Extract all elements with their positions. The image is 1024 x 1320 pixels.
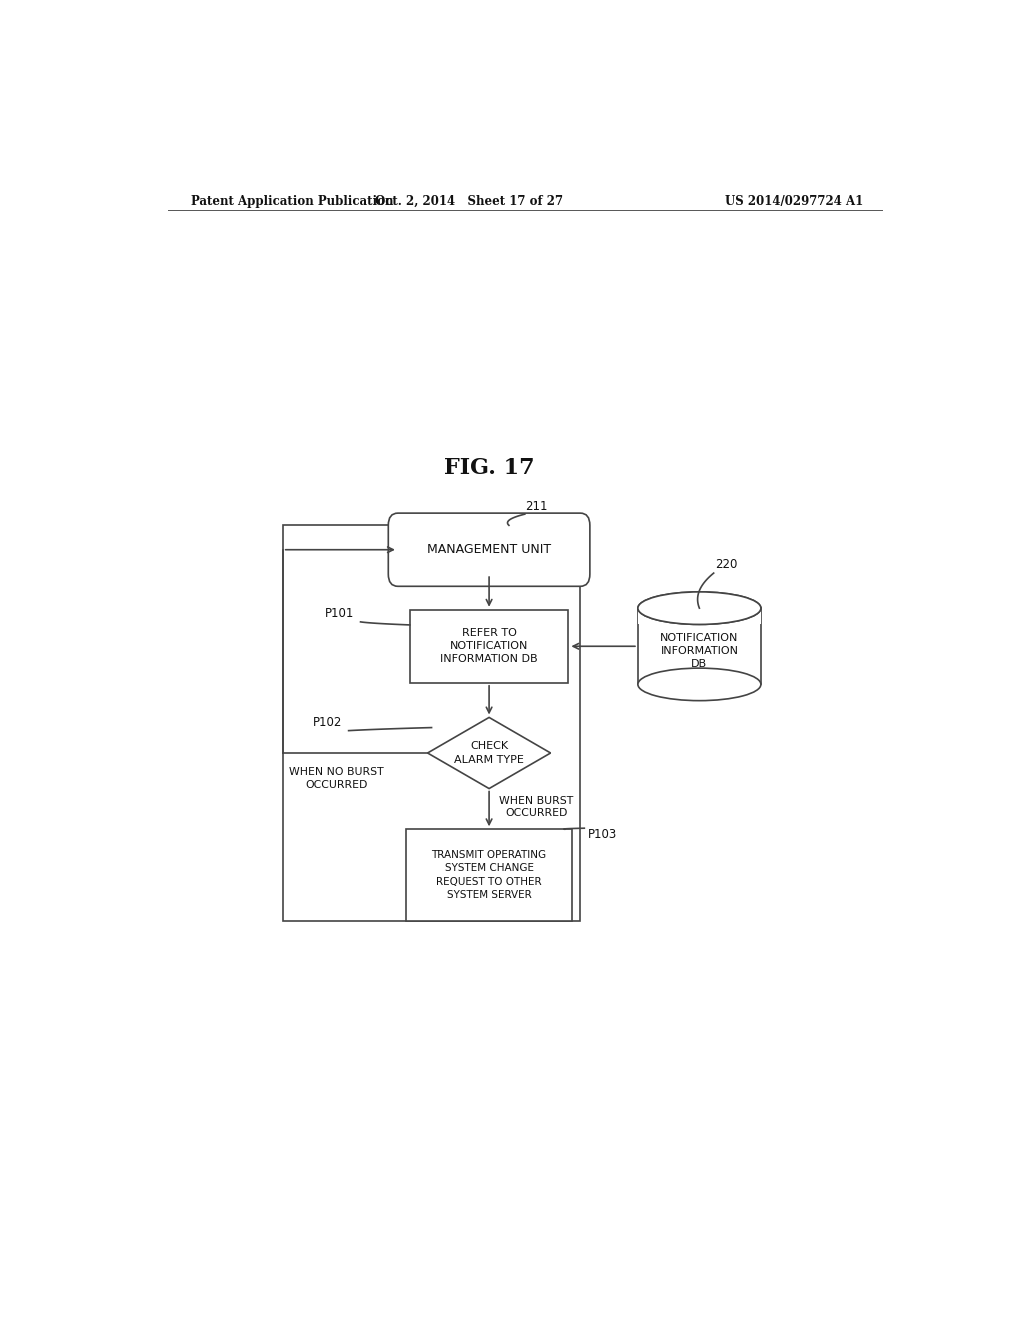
Text: MANAGEMENT UNIT: MANAGEMENT UNIT (427, 544, 551, 556)
Text: WHEN NO BURST
OCCURRED: WHEN NO BURST OCCURRED (289, 767, 384, 789)
Text: WHEN BURST
OCCURRED: WHEN BURST OCCURRED (500, 796, 573, 818)
Text: CHECK
ALARM TYPE: CHECK ALARM TYPE (455, 742, 524, 764)
FancyBboxPatch shape (388, 513, 590, 586)
Text: REFER TO
NOTIFICATION
INFORMATION DB: REFER TO NOTIFICATION INFORMATION DB (440, 628, 538, 664)
Text: P102: P102 (313, 715, 342, 729)
Text: 220: 220 (715, 558, 737, 572)
Bar (410, 610, 568, 682)
Text: 211: 211 (524, 499, 547, 512)
Ellipse shape (638, 591, 761, 624)
Text: US 2014/0297724 A1: US 2014/0297724 A1 (725, 194, 864, 207)
Text: P103: P103 (588, 828, 617, 841)
Text: Patent Application Publication: Patent Application Publication (191, 194, 394, 207)
Polygon shape (428, 718, 551, 788)
Text: NOTIFICATION
INFORMATION
DB: NOTIFICATION INFORMATION DB (660, 634, 738, 669)
Text: P101: P101 (325, 607, 354, 620)
Text: FIG. 17: FIG. 17 (443, 458, 535, 479)
Bar (283, 525, 581, 921)
Text: Oct. 2, 2014   Sheet 17 of 27: Oct. 2, 2014 Sheet 17 of 27 (375, 194, 563, 207)
Ellipse shape (638, 591, 761, 624)
Bar (406, 829, 572, 921)
Bar (638, 591, 761, 624)
Text: TRANSMIT OPERATING
SYSTEM CHANGE
REQUEST TO OTHER
SYSTEM SERVER: TRANSMIT OPERATING SYSTEM CHANGE REQUEST… (431, 850, 547, 900)
Ellipse shape (638, 668, 761, 701)
Bar (638, 609, 761, 684)
